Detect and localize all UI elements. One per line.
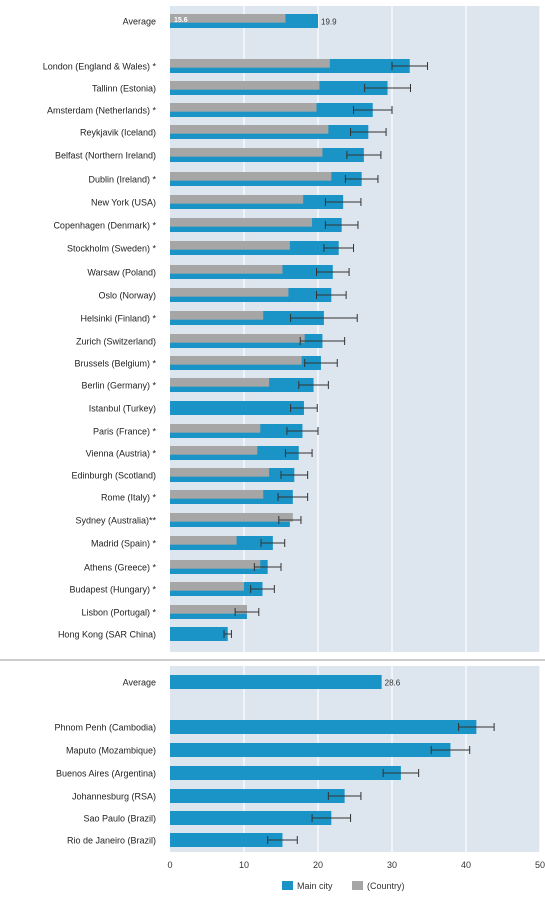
- row-label: Istanbul (Turkey): [89, 404, 156, 414]
- country-bar: [170, 265, 283, 274]
- x-tick-label: 50: [535, 860, 545, 870]
- row-label: Sao Paulo (Brazil): [83, 814, 156, 824]
- row-label: Athens (Greece) *: [84, 563, 157, 573]
- x-tick-label: 30: [387, 860, 397, 870]
- row-label: Belfast (Northern Ireland): [55, 151, 156, 161]
- row-label: Oslo (Norway): [98, 291, 156, 301]
- country-bar: [170, 605, 247, 614]
- bars: [170, 14, 477, 847]
- row-label: Copenhagen (Denmark) *: [53, 221, 156, 231]
- legend: Main city (Country): [282, 881, 405, 891]
- country-bar: [170, 59, 330, 68]
- row-label: Berlin (Germany) *: [81, 381, 156, 391]
- row-label: Madrid (Spain) *: [91, 539, 157, 549]
- row-label: Edinburgh (Scotland): [71, 471, 156, 481]
- country-bar: [170, 513, 293, 522]
- main-city-bar: [170, 401, 304, 415]
- country-bar: [170, 311, 264, 320]
- row-label: Phnom Penh (Cambodia): [54, 723, 156, 733]
- row-label: Zurich (Switzerland): [76, 337, 156, 347]
- main-city-bar: [170, 743, 451, 757]
- main-city-bar: [170, 675, 382, 689]
- row-label: Hong Kong (SAR China): [58, 630, 156, 640]
- main-value-label: 19.9: [321, 18, 337, 27]
- country-bar: [170, 536, 237, 545]
- row-label: Reykjavik (Iceland): [80, 128, 156, 138]
- row-labels: Average London (England & Wales) * Tallinn…: [43, 17, 157, 846]
- row-label: Vienna (Austria) *: [86, 449, 157, 459]
- country-bar: [170, 218, 313, 227]
- legend-swatch-country: [352, 881, 363, 890]
- country-bar: [170, 241, 290, 250]
- x-tick-label: 10: [239, 860, 249, 870]
- row-label: Paris (France) *: [93, 427, 157, 437]
- legend-swatch-main-city: [282, 881, 293, 890]
- main-city-bar: [170, 766, 401, 780]
- country-bar: [170, 378, 270, 387]
- row-label: New York (USA): [91, 198, 156, 208]
- country-bar: [170, 288, 289, 297]
- country-bar: [170, 172, 332, 181]
- row-label: Rome (Italy) *: [101, 493, 157, 503]
- panel-background-1: [170, 6, 540, 652]
- row-label: Brussels (Belgium) *: [74, 359, 156, 369]
- country-bar: [170, 334, 305, 343]
- value-labels: 19.9 15.6 28.6: [174, 17, 401, 688]
- row-label: Average: [123, 17, 156, 27]
- row-label: Rio de Janeiro (Brazil): [67, 836, 156, 846]
- main-city-bar: [170, 833, 283, 847]
- country-bar: [170, 103, 317, 112]
- country-bar: [170, 446, 258, 455]
- country-bar: [170, 195, 304, 204]
- country-bar: [170, 81, 320, 90]
- error-bars: [223, 62, 495, 844]
- x-tick-label: 0: [167, 860, 172, 870]
- main-city-bar: [170, 789, 345, 803]
- country-bar: [170, 125, 329, 134]
- x-axis: 0 10 20 30 40 50: [167, 860, 545, 870]
- row-label: Dublin (Ireland) *: [88, 175, 156, 185]
- row-label: Helsinki (Finland) *: [80, 314, 156, 324]
- row-label: Stockholm (Sweden) *: [67, 244, 157, 254]
- row-label: London (England & Wales) *: [43, 62, 157, 72]
- row-label: Tallinn (Estonia): [92, 84, 156, 94]
- row-label: Sydney (Australia)**: [75, 516, 156, 526]
- country-bar: [170, 490, 264, 499]
- main-value-label: 28.6: [385, 679, 401, 688]
- country-bar: [170, 14, 286, 23]
- main-city-bar: [170, 811, 332, 825]
- row-label: Maputo (Mozambique): [66, 746, 156, 756]
- row-label: Average: [123, 678, 156, 688]
- country-bar: [170, 468, 270, 477]
- x-tick-label: 40: [461, 860, 471, 870]
- country-value-label: 15.6: [174, 17, 188, 24]
- row-label: Budapest (Hungary) *: [69, 585, 156, 595]
- row-label: Johannesburg (RSA): [72, 792, 156, 802]
- country-bar: [170, 148, 323, 157]
- country-bar: [170, 560, 261, 569]
- country-bar: [170, 582, 244, 591]
- row-label: Lisbon (Portugal) *: [81, 608, 156, 618]
- row-label: Buenos Aires (Argentina): [56, 769, 156, 779]
- legend-label-main-city: Main city: [297, 881, 333, 891]
- row-label: Warsaw (Poland): [87, 268, 156, 278]
- x-tick-label: 20: [313, 860, 323, 870]
- legend-label-country: (Country): [367, 881, 405, 891]
- country-bar: [170, 356, 302, 365]
- row-label: Amsterdam (Netherlands) *: [47, 106, 157, 116]
- country-bar: [170, 424, 261, 433]
- main-city-bar: [170, 627, 228, 641]
- main-city-bar: [170, 720, 477, 734]
